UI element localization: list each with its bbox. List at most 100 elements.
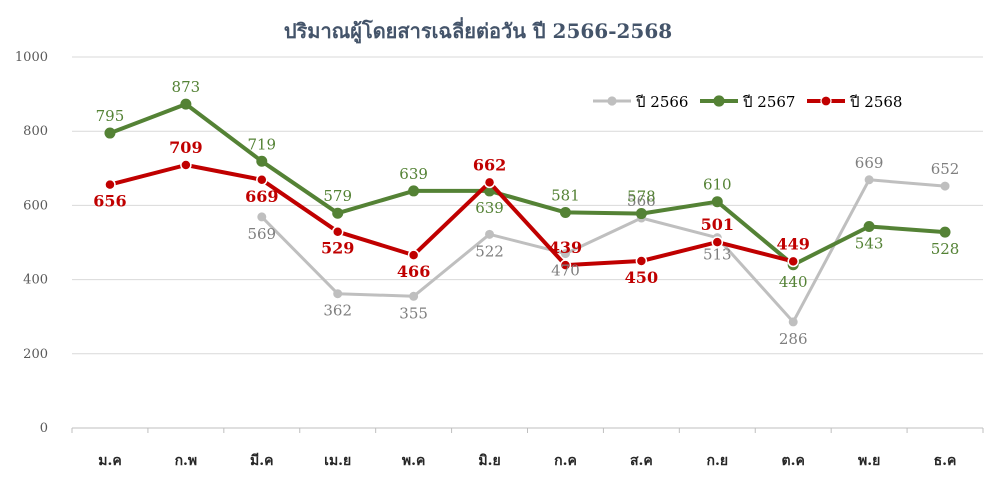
legend: ปี 2566 ปี 2567 ปี 2568 bbox=[593, 93, 902, 111]
data-point bbox=[635, 255, 648, 267]
data-point bbox=[560, 249, 570, 259]
data-label: 439 bbox=[549, 238, 582, 257]
x-tick-label: ธ.ค bbox=[934, 453, 957, 469]
x-tick-label: ส.ค bbox=[630, 453, 653, 469]
data-point bbox=[635, 208, 647, 220]
x-tick-label: พ.ค bbox=[402, 453, 425, 469]
legend-label: ปี 2568 bbox=[849, 93, 902, 111]
data-label: 449 bbox=[777, 234, 810, 253]
data-point bbox=[104, 178, 116, 191]
data-label: 543 bbox=[855, 235, 884, 253]
x-tick-label: ก.ย bbox=[707, 453, 729, 469]
data-point bbox=[332, 207, 344, 219]
data-label: 662 bbox=[473, 155, 506, 174]
data-label: 610 bbox=[703, 176, 732, 194]
data-point bbox=[711, 236, 724, 248]
data-point bbox=[257, 212, 267, 222]
data-label: 639 bbox=[475, 199, 504, 217]
data-label: 529 bbox=[321, 239, 354, 258]
data-point bbox=[409, 291, 419, 301]
legend-swatch-marker bbox=[820, 95, 832, 107]
data-label: 528 bbox=[931, 240, 960, 258]
data-label: 362 bbox=[323, 302, 352, 320]
legend-swatch-marker bbox=[607, 96, 617, 106]
series-line bbox=[260, 178, 946, 324]
data-label: 669 bbox=[245, 187, 278, 206]
x-tick-label: ก.พ bbox=[175, 453, 198, 469]
data-point bbox=[256, 174, 268, 186]
data-label: 286 bbox=[779, 330, 808, 348]
data-label: 578 bbox=[627, 188, 656, 206]
x-tick-label: ก.ค bbox=[554, 453, 577, 469]
data-point bbox=[180, 98, 192, 110]
y-tick-label: 600 bbox=[23, 198, 48, 213]
x-tick-label: ต.ค bbox=[782, 453, 805, 469]
data-label: 581 bbox=[551, 186, 580, 204]
data-label: 440 bbox=[779, 273, 808, 291]
data-label: 795 bbox=[96, 107, 125, 125]
data-label: 501 bbox=[701, 215, 734, 234]
data-label: 719 bbox=[247, 135, 276, 153]
data-point bbox=[331, 225, 344, 238]
chart-title: ปริมาณผู้โดยสารเฉลี่ยต่อวัน ปี 2566-2568 bbox=[284, 16, 672, 45]
data-point bbox=[256, 155, 268, 167]
x-tick-label: พ.ย bbox=[858, 453, 880, 469]
data-point bbox=[180, 159, 192, 171]
data-point bbox=[104, 127, 116, 139]
series-line bbox=[109, 102, 946, 267]
data-label: 466 bbox=[397, 262, 430, 281]
data-point bbox=[711, 196, 723, 208]
data-point bbox=[940, 181, 950, 191]
data-label: 470 bbox=[551, 262, 580, 280]
data-point bbox=[483, 176, 496, 189]
data-label: 873 bbox=[172, 78, 201, 96]
data-point bbox=[485, 229, 495, 239]
y-tick-label: 400 bbox=[23, 273, 48, 288]
data-point bbox=[787, 255, 799, 268]
x-tick-label: ม.ค bbox=[98, 453, 121, 469]
legend-item: ปี 2568 bbox=[807, 93, 902, 111]
x-tick-label: มิ.ย bbox=[478, 453, 500, 469]
gridlines bbox=[72, 56, 983, 355]
data-point bbox=[863, 221, 875, 233]
data-point bbox=[788, 317, 798, 327]
y-tick-label: 800 bbox=[23, 124, 48, 139]
data-point bbox=[939, 226, 951, 238]
data-point bbox=[407, 249, 420, 261]
data-label: 652 bbox=[931, 160, 960, 178]
series-line bbox=[109, 163, 794, 268]
data-labels: 569 362 355 522 470 566 513 286 669 652 795 873 719 5… bbox=[93, 78, 959, 348]
y-tick-label: 1000 bbox=[15, 50, 48, 65]
data-label: 639 bbox=[399, 165, 428, 183]
data-point bbox=[864, 175, 874, 185]
x-tick-label: เม.ย bbox=[324, 453, 351, 469]
data-label: 450 bbox=[625, 268, 658, 287]
legend-swatch-marker bbox=[713, 95, 725, 107]
data-point bbox=[408, 185, 420, 197]
y-tick-label: 200 bbox=[23, 347, 48, 362]
data-point bbox=[559, 259, 572, 271]
data-label: 355 bbox=[399, 304, 428, 322]
data-point bbox=[559, 206, 571, 218]
data-label: 709 bbox=[169, 138, 202, 157]
data-label: 669 bbox=[855, 154, 884, 172]
legend-label: ปี 2567 bbox=[742, 93, 795, 111]
data-label: 522 bbox=[475, 242, 504, 260]
x-tick-label: มี.ค bbox=[250, 453, 273, 469]
data-label: 513 bbox=[703, 246, 732, 264]
series-3 bbox=[104, 159, 799, 271]
data-label: 569 bbox=[247, 225, 276, 243]
axes: 0 200 400 600 800 1000 ม.ค ก.พ มี.ค เม.ย พ.ค มิ.ย ก.… bbox=[15, 50, 984, 469]
data-label: 566 bbox=[627, 192, 656, 210]
legend-label: ปี 2566 bbox=[635, 93, 688, 111]
y-tick-label: 0 bbox=[40, 421, 48, 436]
legend-item: ปี 2567 bbox=[700, 93, 795, 111]
series-2 bbox=[104, 98, 951, 271]
legend-item: ปี 2566 bbox=[593, 93, 688, 111]
series-group bbox=[104, 98, 951, 327]
data-point bbox=[333, 289, 343, 299]
series-1 bbox=[257, 175, 950, 327]
data-label: 579 bbox=[323, 187, 352, 205]
data-label: 656 bbox=[93, 192, 126, 211]
